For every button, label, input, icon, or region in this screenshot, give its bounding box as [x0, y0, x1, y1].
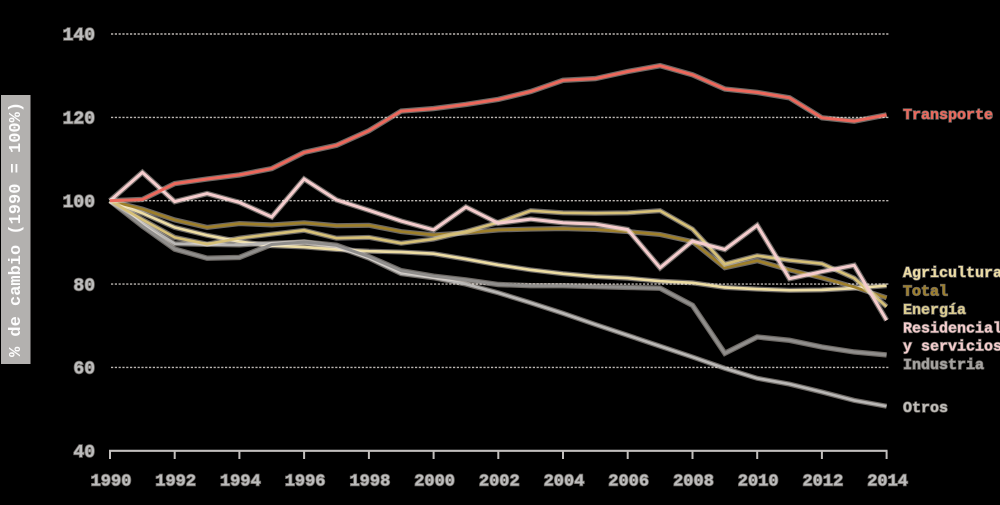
- svg-text:% de cambio (1990 = 100%): % de cambio (1990 = 100%): [7, 102, 26, 357]
- svg-text:1994: 1994: [220, 473, 261, 492]
- svg-text:Agricultura: Agricultura: [903, 265, 1000, 282]
- svg-text:100: 100: [63, 193, 95, 213]
- svg-text:40: 40: [73, 443, 95, 463]
- svg-text:140: 140: [63, 26, 95, 46]
- svg-text:Transporte: Transporte: [903, 107, 993, 124]
- svg-text:2002: 2002: [479, 473, 520, 492]
- svg-text:2012: 2012: [802, 473, 843, 492]
- svg-text:Total: Total: [903, 284, 948, 301]
- svg-text:Otros: Otros: [903, 400, 948, 417]
- svg-text:2010: 2010: [738, 473, 779, 492]
- svg-text:1996: 1996: [285, 473, 326, 492]
- svg-text:60: 60: [73, 360, 95, 380]
- svg-text:2014: 2014: [867, 473, 908, 492]
- svg-text:1990: 1990: [91, 473, 132, 492]
- svg-text:Industria: Industria: [903, 357, 984, 374]
- svg-text:2006: 2006: [608, 473, 649, 492]
- svg-text:2000: 2000: [414, 473, 455, 492]
- svg-text:1998: 1998: [349, 473, 390, 492]
- svg-text:1992: 1992: [155, 473, 196, 492]
- svg-text:2004: 2004: [544, 473, 585, 492]
- svg-text:y servicios: y servicios: [903, 339, 1000, 356]
- svg-text:120: 120: [63, 110, 95, 130]
- svg-text:80: 80: [73, 276, 95, 296]
- svg-text:Energía: Energía: [903, 302, 966, 319]
- svg-text:2008: 2008: [673, 473, 714, 492]
- svg-text:Residencial: Residencial: [903, 321, 1000, 338]
